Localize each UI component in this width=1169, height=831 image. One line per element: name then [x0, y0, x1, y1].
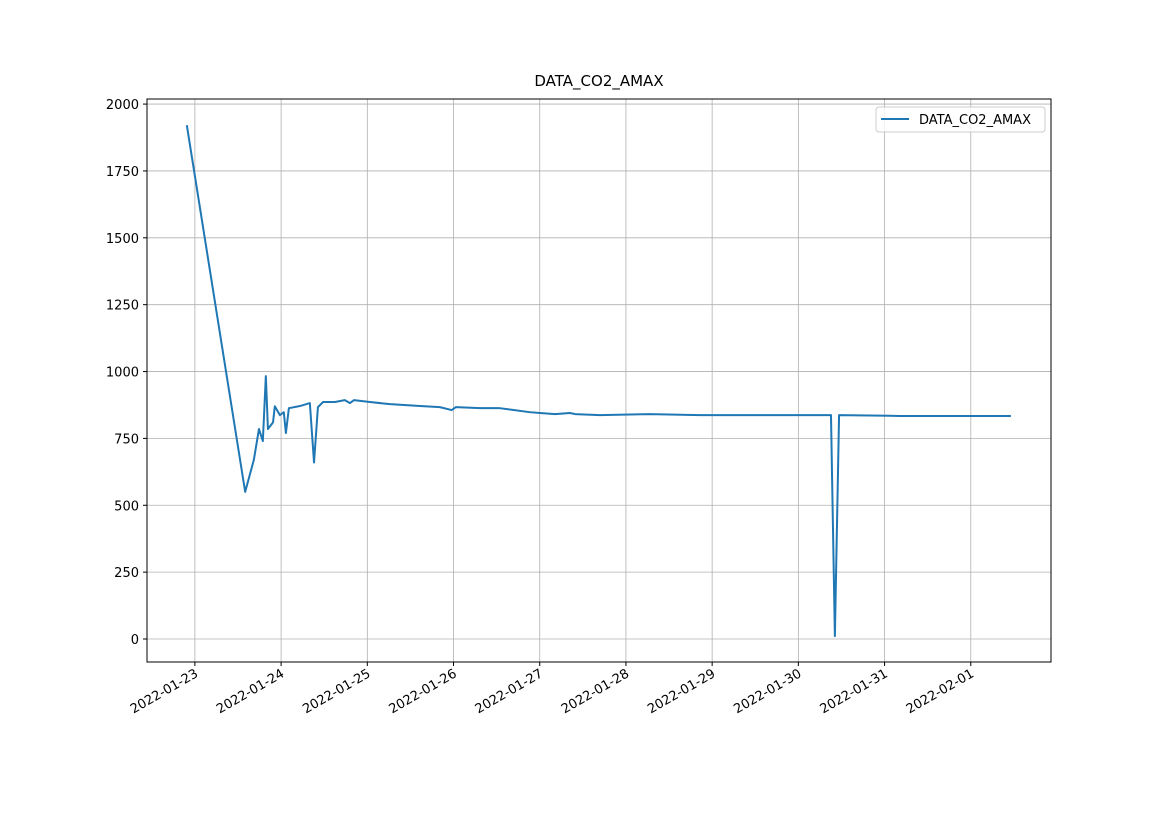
legend-box	[875, 106, 1046, 133]
data-line	[185, 125, 1011, 638]
plot-frame	[146, 98, 1052, 663]
y-tick-label: 2000	[106, 98, 139, 113]
y-tick-label: 0	[131, 633, 139, 648]
legend-label: DATA_CO2_AMAX	[919, 113, 1031, 128]
y-tick-label: 1000	[106, 366, 139, 381]
y-tick-label: 250	[114, 566, 139, 581]
y-tick-label: 1500	[106, 232, 139, 247]
y-tick-label: 1750	[106, 165, 139, 180]
chart-title: DATA_CO2_AMAX	[534, 72, 663, 91]
y-tick-label: 1250	[106, 299, 139, 314]
y-tick-label: 750	[114, 432, 139, 447]
y-tick-label: 500	[114, 499, 139, 514]
